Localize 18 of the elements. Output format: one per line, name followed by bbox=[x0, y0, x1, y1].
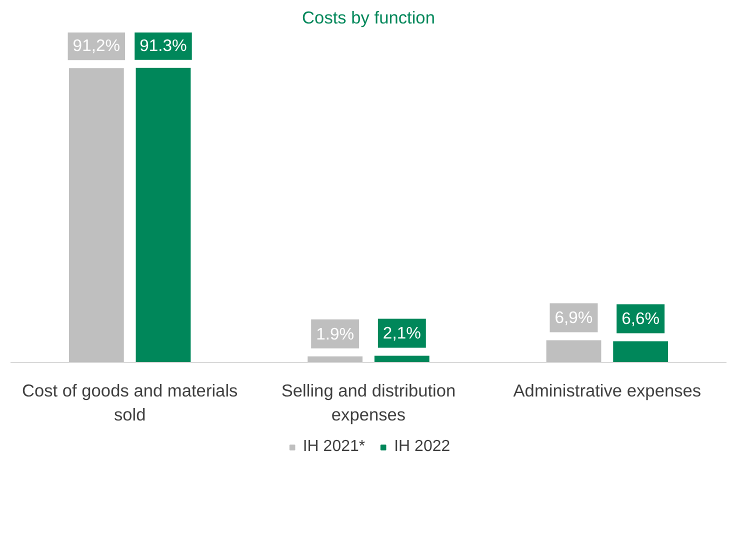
chart-title: Costs by function bbox=[302, 8, 435, 28]
data-label: 1.9% bbox=[316, 324, 354, 344]
bar bbox=[68, 68, 124, 362]
x-tick-label: Selling and distribution expenses bbox=[281, 380, 456, 424]
bar bbox=[374, 356, 430, 362]
data-label: 91.3% bbox=[140, 36, 188, 55]
bar bbox=[613, 341, 668, 362]
data-label: 6,9% bbox=[554, 308, 593, 328]
bar bbox=[136, 68, 191, 362]
data-label: 2,1% bbox=[382, 324, 422, 343]
data-label: 91,2% bbox=[72, 36, 120, 56]
legend-label: IH 2021* bbox=[302, 438, 366, 456]
bar bbox=[546, 340, 602, 362]
data-label: 6,6% bbox=[622, 309, 660, 328]
x-tick-label: Administrative expenses bbox=[513, 380, 702, 400]
bar bbox=[308, 356, 363, 362]
legend-label: IH 2022 bbox=[394, 438, 450, 456]
x-tick-label: Cost of goods and materials sold bbox=[22, 380, 238, 424]
